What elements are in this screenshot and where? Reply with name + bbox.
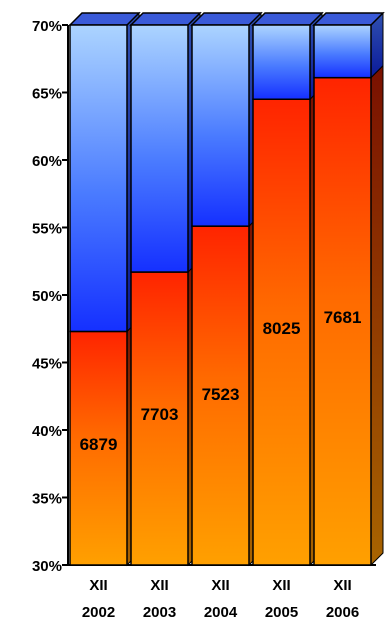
y-tick-label: 35% [32, 491, 62, 508]
labels: 6879 XII 2002 7703 XII 2003 7523 XII 2004 8025 XII… [80, 308, 362, 621]
y-tick-label: 50% [32, 288, 62, 305]
y-tick-label: 65% [32, 86, 62, 103]
x-tick-label: XII [333, 577, 351, 594]
data-label: 7523 [202, 385, 240, 404]
bar-top-face [312, 12, 385, 26]
bar-top-face [251, 12, 324, 26]
y-tick-label: 40% [32, 423, 62, 440]
bar-top-face [129, 12, 202, 26]
bar-segment-blue [252, 24, 311, 100]
bar-segment-orange [191, 225, 250, 566]
x-tick-label: 2004 [204, 604, 238, 621]
bars [68, 11, 385, 567]
bar-segment-blue [313, 24, 372, 79]
bar-top-face [68, 12, 141, 26]
data-label: 7681 [324, 308, 362, 327]
data-label: 6879 [80, 435, 118, 454]
bar-top-face [190, 12, 263, 26]
bar-group [251, 11, 324, 567]
bar-group [68, 11, 141, 567]
x-tick-label: 2005 [265, 604, 298, 621]
y-tick-label: 30% [32, 558, 62, 575]
y-tick-label: 70% [32, 18, 62, 35]
bar-side-orange [370, 64, 384, 567]
x-tick-label: XII [150, 577, 168, 594]
x-tick-label: 2002 [82, 604, 115, 621]
data-label: 8025 [263, 319, 301, 338]
x-tick-label: XII [89, 577, 107, 594]
bar-segment-blue [191, 24, 250, 227]
bar-group [312, 11, 385, 567]
y-tick-label: 45% [32, 356, 62, 373]
y-tick-label: 55% [32, 221, 62, 238]
bar-group [190, 11, 263, 567]
bar-segment-blue [130, 24, 189, 273]
y-tick-label: 60% [32, 153, 62, 170]
x-tick-label: 2006 [326, 604, 359, 621]
data-label: 7703 [141, 405, 179, 424]
bar-segment-blue [69, 24, 128, 333]
x-tick-label: XII [272, 577, 290, 594]
x-tick-label: XII [211, 577, 229, 594]
bar-segment-orange [69, 330, 128, 566]
x-tick-label: 2003 [143, 604, 176, 621]
bar-group [129, 11, 202, 567]
